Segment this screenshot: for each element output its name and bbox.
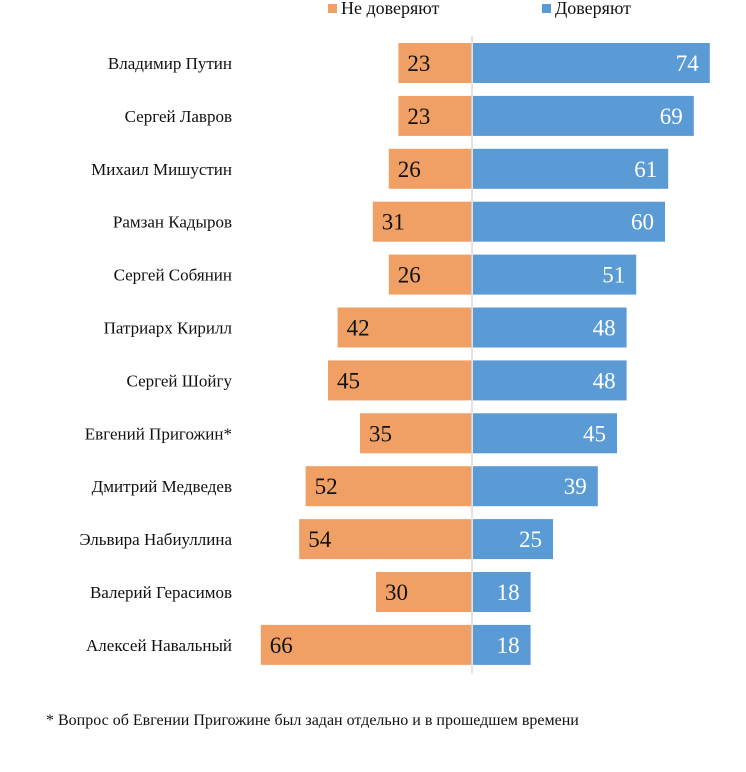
data-label-trust: 25 bbox=[519, 527, 542, 552]
data-label-distrust: 54 bbox=[308, 527, 332, 552]
data-label-trust: 39 bbox=[564, 474, 587, 499]
data-label-distrust: 30 bbox=[385, 580, 408, 605]
data-label-trust: 45 bbox=[583, 421, 606, 446]
category-label: Дмитрий Медведев bbox=[92, 477, 232, 496]
bar-trust bbox=[473, 254, 637, 295]
bar-distrust bbox=[299, 519, 472, 560]
category-label: Рамзан Кадыров bbox=[113, 213, 232, 232]
legend-swatch-trust bbox=[542, 4, 551, 13]
bar-trust bbox=[473, 572, 531, 612]
data-label-distrust: 26 bbox=[398, 263, 421, 288]
legend-label-distrust: Не доверяют bbox=[341, 0, 440, 18]
bar-trust bbox=[473, 201, 665, 242]
bar-distrust bbox=[388, 148, 472, 189]
bar-distrust bbox=[398, 43, 472, 83]
data-label-distrust: 45 bbox=[337, 368, 360, 393]
legend-label-trust: Доверяют bbox=[555, 0, 632, 18]
category-label: Сергей Шойгу bbox=[127, 371, 233, 390]
category-label: Патриарх Кирилл bbox=[104, 319, 233, 338]
bar-distrust bbox=[388, 254, 472, 295]
chart-legend: Не доверяют Доверяют bbox=[0, 0, 746, 20]
bar-trust bbox=[473, 624, 531, 665]
category-label: Сергей Лавров bbox=[125, 107, 232, 126]
data-label-distrust: 31 bbox=[382, 210, 405, 235]
data-label-trust: 61 bbox=[634, 157, 657, 182]
data-label-distrust: 35 bbox=[369, 421, 392, 446]
data-label-distrust: 42 bbox=[347, 316, 370, 341]
bar-distrust bbox=[398, 95, 472, 136]
legend-item-distrust: Не доверяют bbox=[328, 0, 439, 19]
data-label-trust: 18 bbox=[497, 633, 520, 658]
data-label-distrust: 52 bbox=[315, 474, 338, 499]
data-label-trust: 51 bbox=[602, 263, 625, 288]
bar-trust bbox=[473, 466, 598, 507]
bar-trust bbox=[473, 148, 669, 189]
category-label: Сергей Собянин bbox=[114, 266, 232, 285]
category-label: Валерий Герасимов bbox=[90, 583, 232, 602]
bar-trust bbox=[473, 519, 553, 560]
data-label-trust: 74 bbox=[676, 51, 700, 76]
bar-trust bbox=[473, 413, 617, 454]
legend-item-trust: Доверяют bbox=[542, 0, 631, 19]
data-label-trust: 60 bbox=[631, 210, 654, 235]
data-label-trust: 48 bbox=[593, 368, 616, 393]
bar-distrust bbox=[328, 360, 472, 401]
data-label-distrust: 23 bbox=[407, 51, 430, 76]
category-label: Владимир Путин bbox=[108, 54, 232, 73]
bar-distrust bbox=[305, 466, 472, 507]
category-label: Евгений Пригожин* bbox=[85, 424, 232, 443]
category-label: Алексей Навальный bbox=[86, 636, 232, 655]
data-label-trust: 48 bbox=[593, 316, 616, 341]
bar-distrust bbox=[260, 624, 472, 665]
data-label-distrust: 26 bbox=[398, 157, 421, 182]
bar-trust bbox=[473, 360, 627, 401]
data-label-distrust: 23 bbox=[407, 104, 430, 129]
category-label: Эльвира Набиуллина bbox=[79, 530, 232, 549]
bar-trust bbox=[473, 95, 694, 136]
data-label-trust: 18 bbox=[497, 580, 520, 605]
bar-distrust bbox=[372, 201, 472, 242]
legend-swatch-distrust bbox=[328, 4, 337, 13]
footnote: * Вопрос об Евгении Пригожине был задан … bbox=[46, 712, 579, 729]
bar-distrust bbox=[360, 413, 472, 454]
bar-trust bbox=[473, 43, 710, 83]
bar-distrust bbox=[376, 572, 472, 612]
bar-distrust bbox=[337, 307, 472, 348]
diverging-bar-chart: Владимир Путин 23 74 Сергей Лавров 23 69 Михаи… bbox=[79, 36, 710, 674]
bar-trust bbox=[473, 307, 627, 348]
data-label-trust: 69 bbox=[660, 104, 683, 129]
category-label: Михаил Мишустин bbox=[91, 160, 232, 179]
data-label-distrust: 66 bbox=[270, 633, 293, 658]
